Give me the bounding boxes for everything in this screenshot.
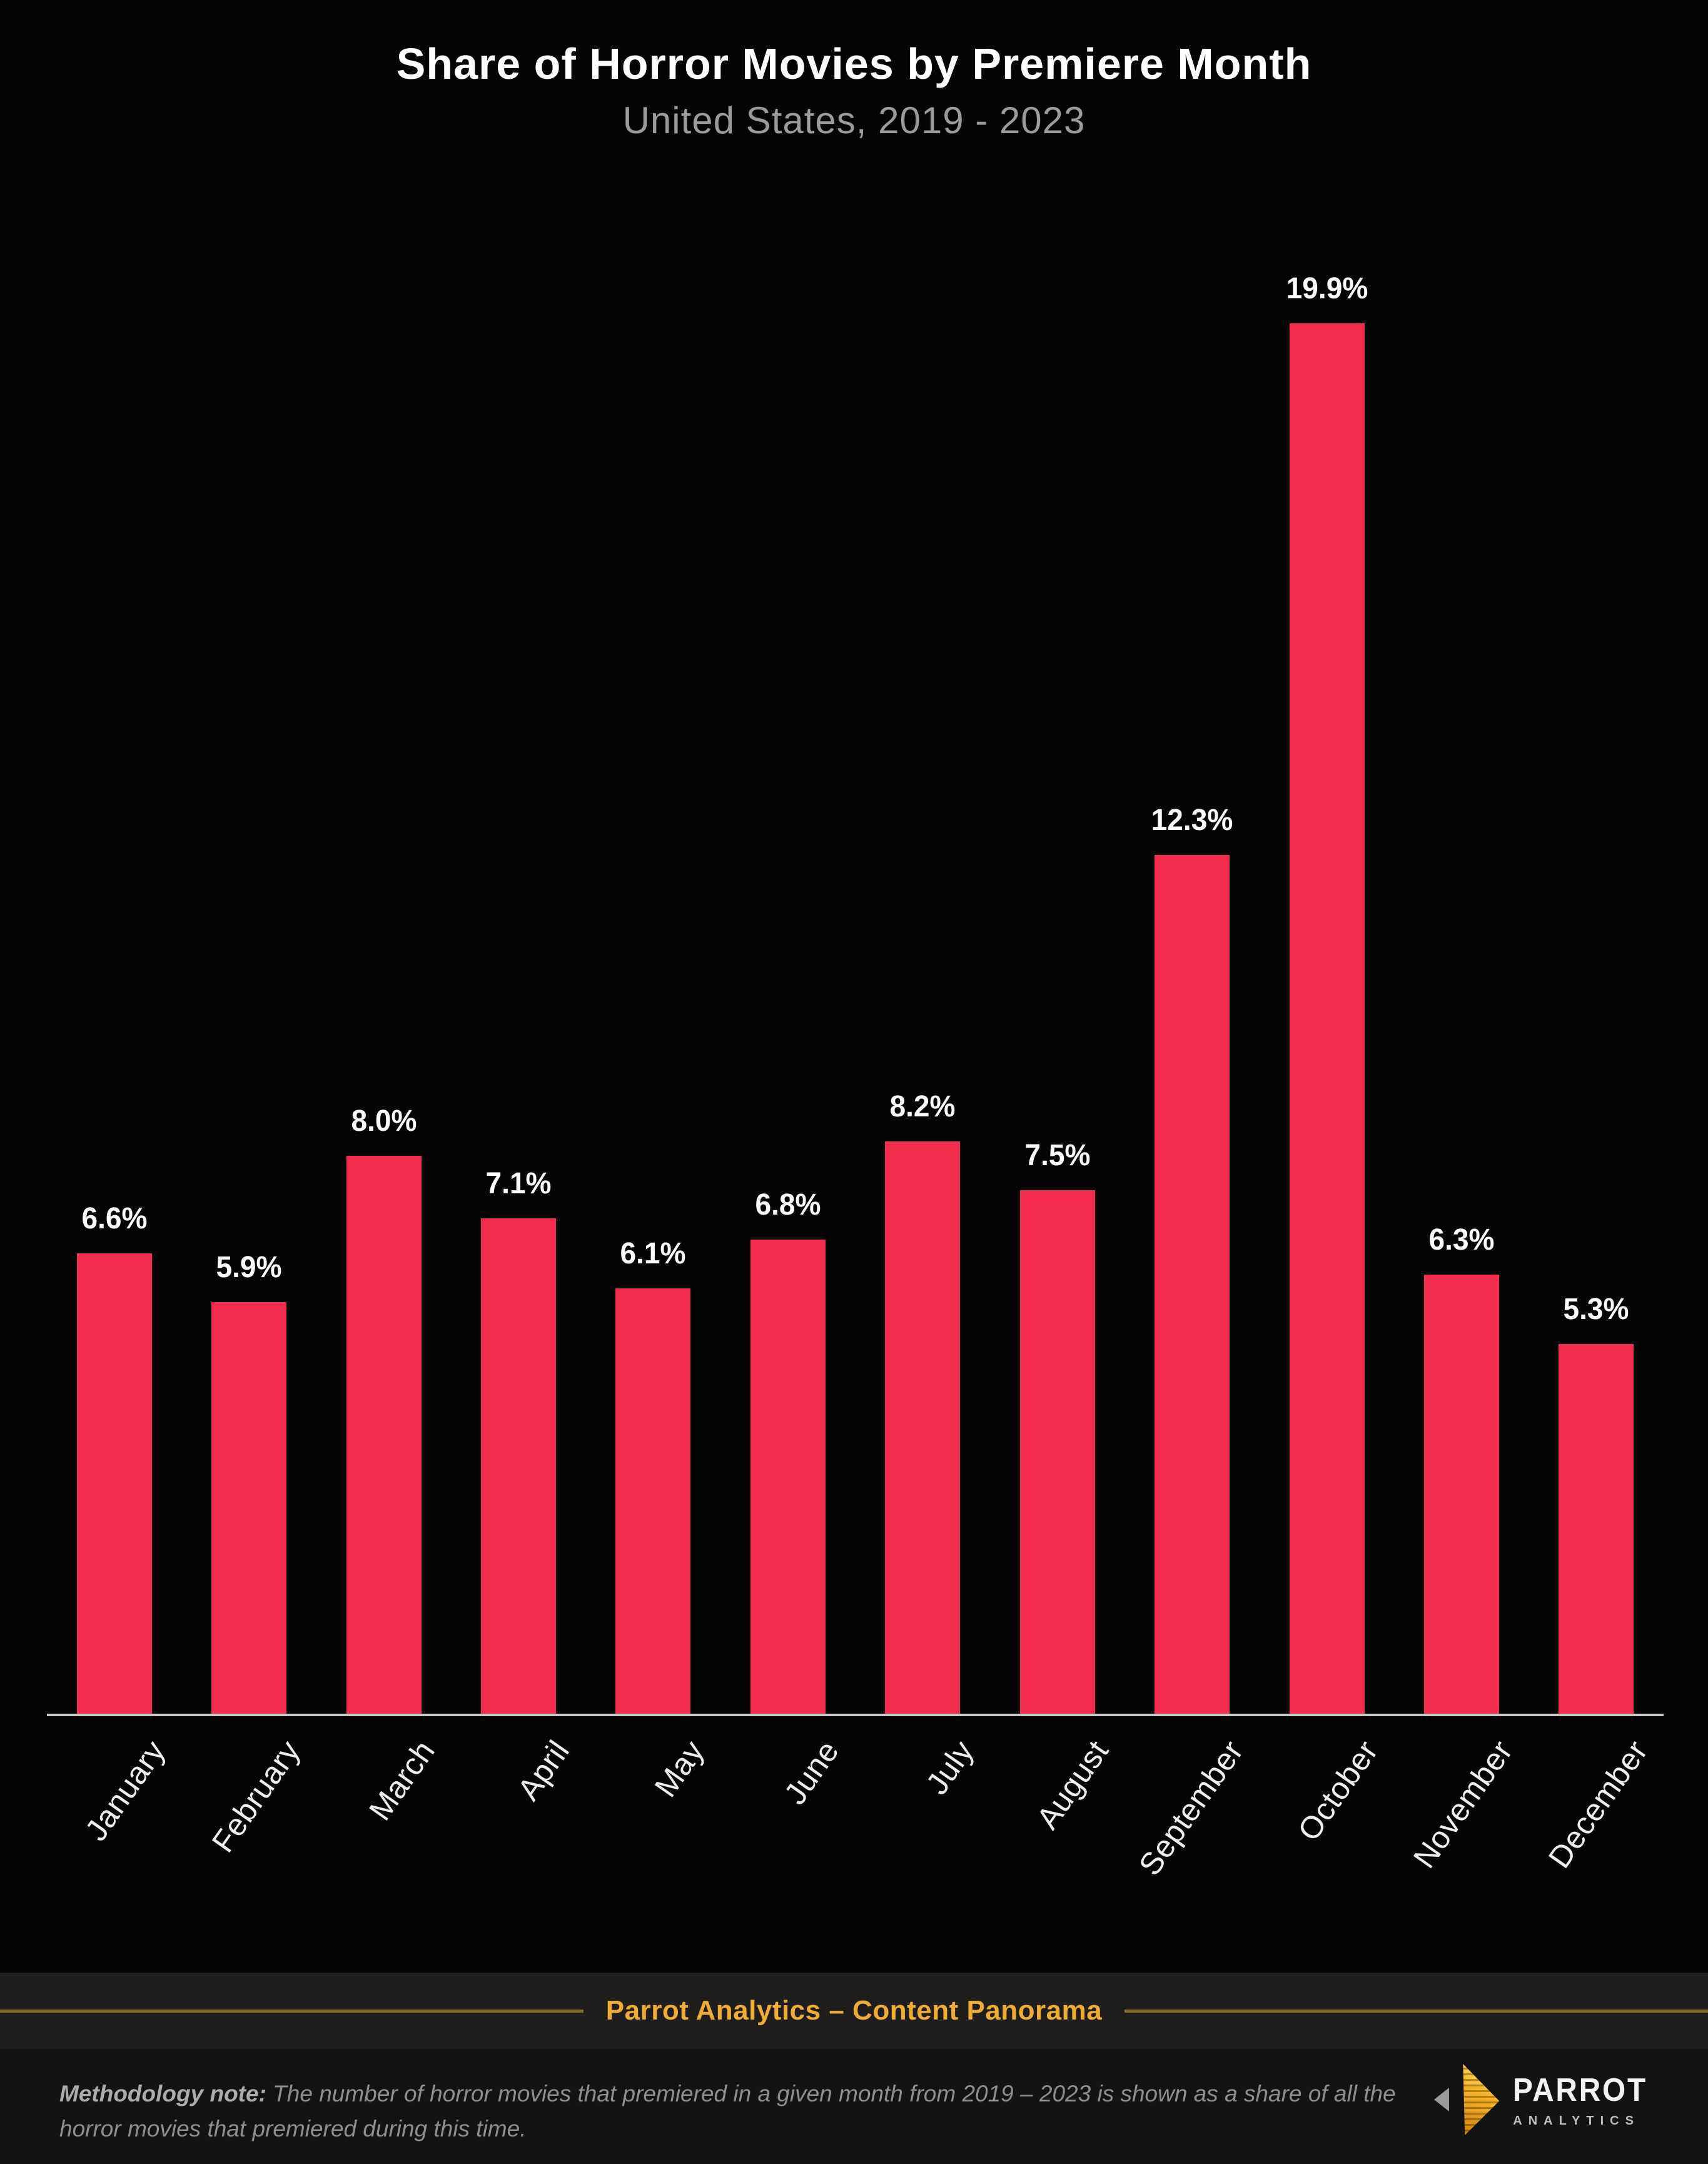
bar-value-label-july: 8.2% — [889, 1090, 956, 1123]
bar-slot-june: 6.8% — [720, 263, 855, 1715]
bar-slot-august: 7.5% — [990, 263, 1124, 1715]
x-axis-slot-april: April — [451, 1725, 585, 1973]
x-axis-labels: January February March April May June July Augu… — [47, 1725, 1664, 1973]
page-title: Share of Horror Movies by Premiere Month — [396, 39, 1312, 88]
bar-slot-february: 5.9% — [181, 263, 316, 1715]
bar-slot-september: 12.3% — [1124, 263, 1259, 1715]
logo-wordmark: PARROT ANALYTICS — [1513, 2071, 1659, 2128]
bar-slot-march: 8.0% — [316, 263, 451, 1715]
bar-may[interactable] — [615, 1288, 691, 1715]
bar-slot-july: 8.2% — [856, 263, 990, 1715]
x-axis-label-january: January — [78, 1734, 173, 1848]
bottom-strip: Methodology note: The number of horror m… — [0, 2049, 1708, 2164]
parrot-beak-icon — [1463, 2064, 1500, 2135]
x-axis-label-august: August — [1029, 1734, 1116, 1836]
bar-september[interactable] — [1155, 855, 1230, 1715]
logo-sub-text: ANALYTICS — [1513, 2113, 1640, 2128]
x-axis-label-may: May — [648, 1734, 712, 1804]
page-subtitle: United States, 2019 - 2023 — [622, 99, 1086, 141]
bar-february[interactable] — [211, 1302, 287, 1715]
bar-chart: 6.6% 5.9% 8.0% 7.1% 6.1% 6.8% 8.2% 7.5% 12.3% 19.… — [47, 263, 1664, 1715]
bar-value-label-september: 12.3% — [1151, 804, 1233, 837]
logo-brand-text: PARROT — [1513, 2071, 1648, 2108]
bar-november[interactable] — [1423, 1275, 1499, 1715]
bar-june[interactable] — [750, 1240, 826, 1715]
x-axis-label-july: July — [919, 1734, 981, 1801]
x-axis-label-december: December — [1541, 1734, 1655, 1874]
footer-banner: Parrot Analytics – Content Panorama — [0, 1973, 1708, 2049]
x-axis-slot-may: May — [586, 1725, 720, 1973]
bar-value-label-june: 6.8% — [755, 1188, 821, 1221]
x-axis-slot-september: September — [1124, 1725, 1259, 1973]
x-axis-slot-december: December — [1529, 1725, 1664, 1973]
bar-value-label-january: 6.6% — [81, 1202, 148, 1235]
x-axis-slot-august: August — [990, 1725, 1124, 1973]
x-axis-slot-march: March — [316, 1725, 451, 1973]
bar-value-label-march: 8.0% — [351, 1105, 417, 1138]
bar-slot-january: 6.6% — [47, 263, 181, 1715]
bar-slot-december: 5.3% — [1529, 263, 1664, 1715]
methodology-note-text: The number of horror movies that premier… — [59, 2081, 1396, 2141]
banner-text: Parrot Analytics – Content Panorama — [605, 1995, 1103, 2026]
x-axis-slot-june: June — [720, 1725, 855, 1973]
bar-march[interactable] — [346, 1156, 422, 1715]
logo-left-arrow-icon — [1434, 2088, 1450, 2111]
bar-value-label-november: 6.3% — [1428, 1223, 1495, 1256]
methodology-note-label: Methodology note: — [59, 2081, 266, 2106]
x-axis-label-march: March — [362, 1734, 442, 1827]
x-axis-slot-november: November — [1394, 1725, 1529, 1973]
parrot-analytics-logo: PARROT ANALYTICS — [1434, 2061, 1659, 2138]
bar-value-label-may: 6.1% — [620, 1237, 686, 1270]
bar-august[interactable] — [1019, 1190, 1095, 1715]
bar-value-label-august: 7.5% — [1024, 1139, 1091, 1172]
x-axis-label-september: September — [1132, 1734, 1250, 1882]
x-axis-slot-february: February — [181, 1725, 316, 1973]
bar-slot-october: 19.9% — [1260, 263, 1394, 1715]
bar-january[interactable] — [76, 1253, 152, 1715]
bar-slot-may: 6.1% — [586, 263, 720, 1715]
x-axis-label-november: November — [1407, 1734, 1520, 1874]
bar-value-label-december: 5.3% — [1563, 1293, 1629, 1326]
x-axis-slot-january: January — [47, 1725, 181, 1973]
bar-july[interactable] — [885, 1141, 961, 1715]
bar-december[interactable] — [1559, 1344, 1634, 1715]
bar-value-label-april: 7.1% — [485, 1167, 552, 1200]
bar-value-label-february: 5.9% — [216, 1251, 282, 1284]
x-axis-label-june: June — [777, 1734, 846, 1811]
bar-value-label-october: 19.9% — [1286, 272, 1368, 305]
bar-october[interactable] — [1289, 323, 1365, 1715]
x-axis-slot-july: July — [856, 1725, 990, 1973]
x-axis-label-february: February — [205, 1734, 307, 1859]
x-axis-line — [47, 1714, 1664, 1716]
x-axis-label-april: April — [510, 1734, 577, 1807]
bar-slot-november: 6.3% — [1394, 263, 1529, 1715]
x-axis-slot-october: October — [1260, 1725, 1394, 1973]
banner-rule-left — [0, 2009, 584, 2013]
banner-rule-right — [1124, 2009, 1708, 2013]
bar-slot-april: 7.1% — [451, 263, 585, 1715]
methodology-note: Methodology note: The number of horror m… — [59, 2076, 1429, 2146]
bar-april[interactable] — [480, 1218, 556, 1715]
x-axis-label-october: October — [1291, 1734, 1385, 1848]
